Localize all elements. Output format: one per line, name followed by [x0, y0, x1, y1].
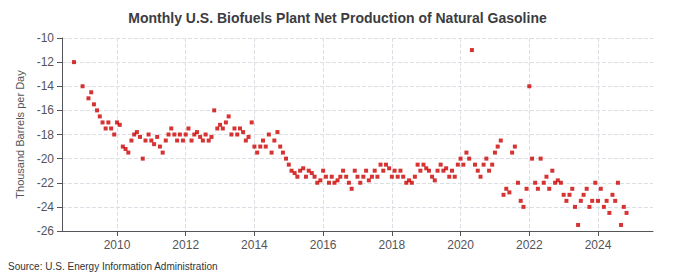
svg-text:2012: 2012: [172, 238, 199, 252]
svg-text:Thousand Barrels per Day: Thousand Barrels per Day: [14, 70, 26, 199]
svg-text:-12: -12: [37, 55, 55, 69]
svg-text:-10: -10: [37, 31, 55, 45]
svg-text:Monthly U.S. Biofuels Plant Ne: Monthly U.S. Biofuels Plant Net Producti…: [128, 10, 547, 26]
svg-text:2018: 2018: [379, 238, 406, 252]
svg-text:2024: 2024: [585, 238, 612, 252]
svg-text:Source: U.S. Energy Informatio: Source: U.S. Energy Information Administ…: [8, 261, 218, 272]
svg-text:2010: 2010: [104, 238, 131, 252]
svg-text:-18: -18: [37, 128, 55, 142]
svg-text:-16: -16: [37, 103, 55, 117]
svg-text:2022: 2022: [516, 238, 543, 252]
svg-text:-22: -22: [37, 176, 55, 190]
svg-text:-14: -14: [37, 79, 55, 93]
svg-text:2014: 2014: [241, 238, 268, 252]
svg-text:2020: 2020: [447, 238, 474, 252]
svg-text:2016: 2016: [310, 238, 337, 252]
svg-text:-26: -26: [37, 224, 55, 238]
svg-text:-24: -24: [37, 200, 55, 214]
svg-text:-20: -20: [37, 152, 55, 166]
